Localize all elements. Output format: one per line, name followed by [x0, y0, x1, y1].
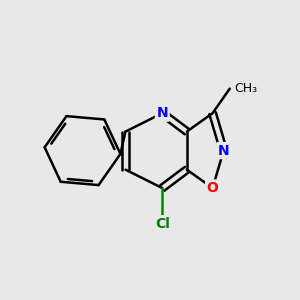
Text: N: N — [157, 106, 168, 120]
Text: O: O — [207, 181, 218, 195]
Text: N: N — [218, 144, 230, 158]
Text: CH₃: CH₃ — [235, 82, 258, 95]
Text: Cl: Cl — [155, 217, 170, 231]
